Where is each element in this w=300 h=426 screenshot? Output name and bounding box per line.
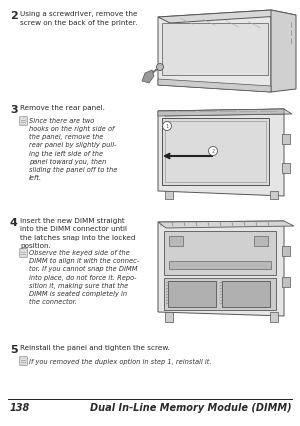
Text: Insert the new DIMM straight
into the DIMM connector until
the latches snap into: Insert the new DIMM straight into the DI…	[20, 218, 136, 249]
Polygon shape	[158, 222, 284, 316]
Bar	[282, 163, 290, 173]
Text: Using a screwdriver, remove the
screw on the back of the printer.: Using a screwdriver, remove the screw on…	[20, 11, 137, 26]
Circle shape	[208, 147, 217, 156]
FancyBboxPatch shape	[20, 357, 27, 366]
Polygon shape	[142, 71, 154, 84]
Bar	[164, 231, 276, 275]
Text: If you removed the duplex option in step 1, reinstall it.: If you removed the duplex option in step…	[29, 358, 212, 364]
Bar	[162, 24, 268, 76]
Bar	[282, 246, 290, 256]
Bar	[169, 236, 183, 246]
Text: 2: 2	[10, 11, 18, 21]
Text: 3: 3	[10, 105, 18, 115]
FancyBboxPatch shape	[20, 118, 27, 126]
Text: Observe the keyed side of the
DIMM to align it with the connec-
tor. If you cann: Observe the keyed side of the DIMM to al…	[29, 249, 139, 304]
Bar	[165, 192, 173, 199]
Text: Since there are two
hooks on the right side of
the panel, remove the
rear panel : Since there are two hooks on the right s…	[29, 118, 117, 181]
Bar	[164, 278, 276, 310]
Bar	[282, 135, 290, 145]
Text: Remove the rear panel.: Remove the rear panel.	[20, 105, 105, 111]
Polygon shape	[158, 11, 296, 24]
Text: 2: 2	[212, 149, 214, 154]
Bar	[168, 281, 216, 307]
Polygon shape	[158, 110, 284, 196]
Bar	[169, 262, 271, 269]
Polygon shape	[158, 11, 271, 93]
Bar	[270, 312, 278, 322]
Text: 5: 5	[10, 344, 18, 354]
Polygon shape	[158, 80, 271, 93]
Bar	[165, 312, 173, 322]
Bar	[162, 119, 269, 186]
Polygon shape	[158, 110, 292, 117]
FancyBboxPatch shape	[20, 249, 27, 258]
Text: Dual In-Line Memory Module (DIMM): Dual In-Line Memory Module (DIMM)	[90, 402, 292, 412]
Polygon shape	[158, 110, 284, 117]
Bar	[222, 281, 270, 307]
Text: 1: 1	[165, 124, 169, 129]
Bar	[165, 122, 266, 183]
Bar	[282, 277, 290, 287]
Circle shape	[163, 122, 172, 131]
Text: 138: 138	[10, 402, 30, 412]
Polygon shape	[271, 11, 296, 93]
Text: Reinstall the panel and tighten the screw.: Reinstall the panel and tighten the scre…	[20, 344, 170, 350]
Polygon shape	[158, 222, 294, 228]
Bar	[270, 192, 278, 199]
Bar	[254, 236, 268, 246]
Text: 4: 4	[10, 218, 18, 227]
Circle shape	[157, 64, 164, 71]
